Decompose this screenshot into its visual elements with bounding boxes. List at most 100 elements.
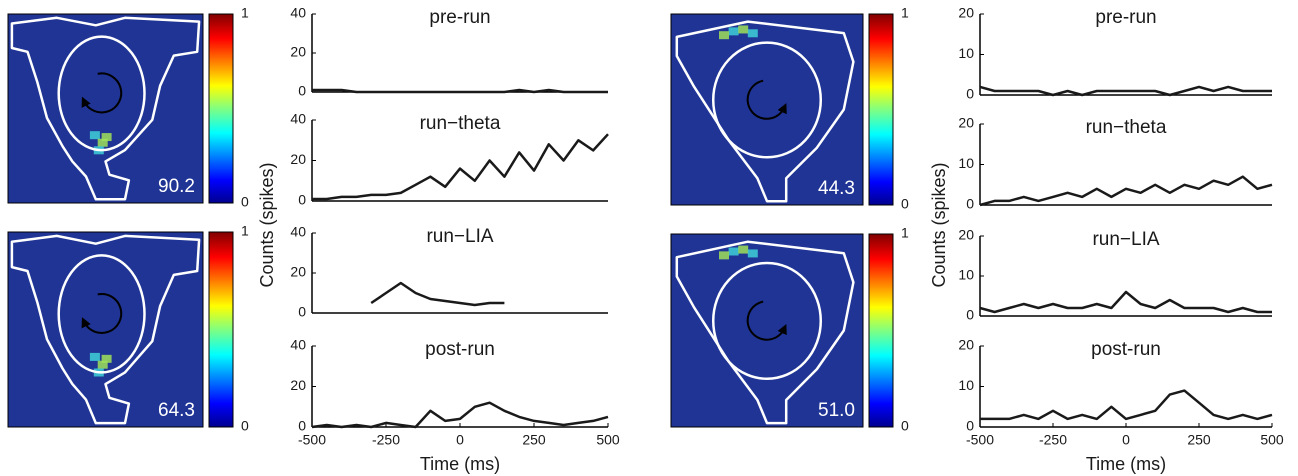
y-tick-label: 0 [966,418,974,434]
maze-outline [10,16,201,201]
colorbar [208,13,234,204]
count-line [312,133,609,201]
map-background [670,233,864,428]
panel-title: pre-run [429,7,490,28]
colorbar-tick-label: 0 [901,196,909,212]
count-line [979,85,1272,97]
panel-title: post-run [425,339,495,360]
count-line [370,281,505,307]
y-tick-label: 10 [958,267,974,283]
count-line [311,401,609,429]
x-tick-label: 0 [456,432,464,448]
colorbar-tick-label: 1 [241,5,249,21]
x-axis-label: Time (ms) [420,454,500,474]
y-tick-label: 0 [298,418,306,434]
y-tick-label: 10 [958,45,974,61]
map-hotspot [719,251,729,260]
y-axis-label: Counts (spikes) [257,162,277,287]
map-hotspot [719,31,729,40]
count-line [980,389,1273,421]
map-hotspot [89,131,100,140]
colorbar-tick-label: 0 [241,418,249,434]
y-tick-label: 40 [290,337,306,353]
peak-rate: 64.3 [158,400,195,421]
y-tick-label: 0 [966,86,974,102]
map-hotspot [738,245,749,254]
direction-arrow [746,300,787,341]
y-tick-label: 0 [298,192,306,208]
map-hotspot [89,352,100,361]
y-tick-label: 10 [958,377,974,393]
map-hotspot [97,360,108,369]
map-hotspot [728,27,739,36]
y-tick-label: 10 [958,155,974,171]
x-tick-label: -250 [1039,432,1067,448]
map-hotspot [747,29,758,38]
y-tick-label: 40 [290,5,306,21]
x-tick-label: 500 [596,432,620,448]
x-axis-label: Time (ms) [1086,454,1166,474]
x-tick-label: -500 [966,432,994,448]
y-tick-label: 0 [966,307,974,323]
maze-inner [57,254,146,374]
map-hotspot [728,247,739,256]
y-tick-label: 20 [290,264,306,280]
map-hotspot [101,133,112,142]
x-tick-label: -500 [298,432,326,448]
x-tick-label: 0 [1122,432,1130,448]
y-tick-label: 40 [290,224,306,240]
y-tick-label: 20 [290,377,306,393]
direction-arrow [81,292,123,334]
panel-title: run−LIA [1092,229,1159,250]
peak-rate: 51.0 [818,400,855,421]
colorbar-tick-label: 1 [901,5,909,21]
panel-title: post-run [1091,339,1161,360]
maze-outline [675,20,855,203]
peak-rate: 44.3 [818,178,855,199]
x-tick-label: 250 [522,432,546,448]
count-line [312,88,608,94]
y-tick-label: 20 [290,44,306,60]
colorbar-tick-label: 0 [241,194,249,210]
colorbar-tick-label: 0 [901,418,909,434]
colorbar [868,13,894,206]
colorbar [868,233,894,428]
maze-inner [57,35,146,152]
y-tick-label: 20 [290,151,306,167]
map-hotspot [97,138,108,147]
maze-inner [711,41,823,159]
map-background [7,231,204,428]
x-tick-label: 500 [1260,432,1284,448]
y-axis-label: Counts (spikes) [929,162,949,287]
y-tick-label: 20 [958,337,974,353]
y-tick-label: 20 [958,5,974,21]
y-tick-label: 40 [290,111,306,127]
maze-outline [675,240,855,425]
direction-arrow [81,72,123,114]
y-tick-label: 0 [966,196,974,212]
colorbar-tick-label: 1 [901,225,909,241]
count-line [979,290,1272,314]
map-background [7,13,204,204]
peak-rate: 90.2 [158,176,195,197]
panel-title: run−theta [1086,117,1167,138]
y-tick-label: 0 [298,304,306,320]
count-line [979,175,1273,207]
y-tick-label: 20 [958,115,974,131]
map-background [670,13,864,206]
colorbar [208,231,234,428]
maze-outline [10,234,201,425]
panel-title: run−LIA [426,226,493,247]
map-hotspot [101,354,112,363]
panel-title: pre-run [1095,7,1156,28]
maze-inner [711,261,823,381]
map-hotspot [738,25,749,34]
direction-arrow [746,79,787,120]
y-tick-label: 0 [298,83,306,99]
x-tick-label: -250 [372,432,400,448]
colorbar-tick-label: 1 [241,223,249,239]
y-tick-label: 20 [958,227,974,243]
x-tick-label: 250 [1187,432,1211,448]
